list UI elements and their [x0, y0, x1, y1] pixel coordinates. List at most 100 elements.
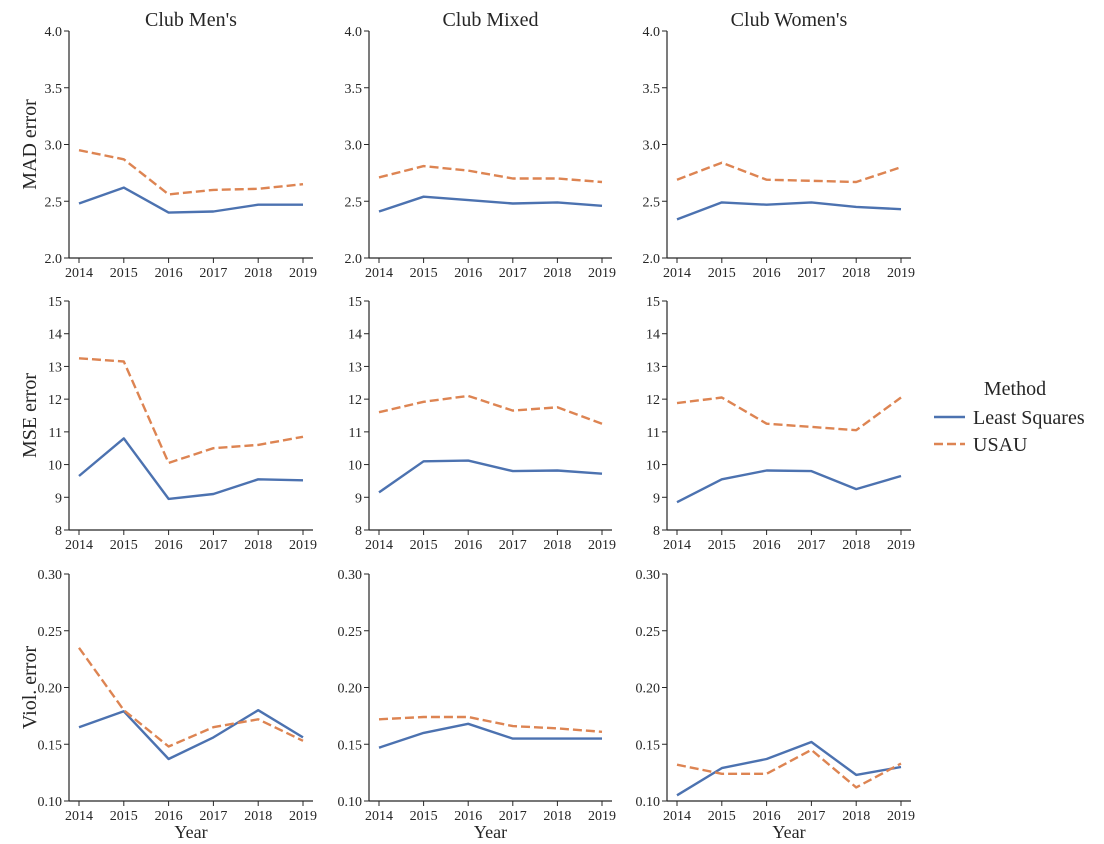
y-tick-label: 3.0	[643, 139, 661, 154]
x-tick-label: 2019	[887, 809, 915, 824]
y-tick-label: 0.10	[338, 795, 363, 810]
y-tick-label: 0.10	[636, 795, 661, 810]
x-tick-label: 2018	[244, 809, 272, 824]
y-axis-label: Viol. error	[19, 646, 41, 730]
y-tick-label: 14	[348, 328, 362, 343]
y-tick-label: 9	[653, 491, 660, 506]
y-tick-label: 9	[355, 491, 362, 506]
y-tick-label: 11	[49, 426, 62, 441]
x-tick-label: 2017	[199, 266, 227, 281]
x-tick-label: 2015	[410, 266, 438, 281]
y-tick-label: 15	[348, 295, 362, 310]
x-tick-label: 2014	[65, 809, 93, 824]
y-tick-label: 2.0	[643, 252, 661, 267]
series-line-usau	[378, 164, 603, 184]
x-tick-label: 2015	[110, 266, 138, 281]
series-line-least-squares	[676, 201, 902, 221]
y-tick-label: 3.0	[345, 139, 363, 154]
x-tick-label: 2017	[199, 538, 227, 553]
y-tick-label: 12	[348, 393, 362, 408]
y-tick-label: 12	[48, 393, 62, 408]
x-tick-label: 2014	[663, 538, 691, 553]
series-line-usau	[78, 647, 304, 748]
x-tick-label: 2017	[797, 266, 825, 281]
y-tick-label: 0.10	[38, 795, 63, 810]
series-line-least-squares	[378, 722, 602, 749]
y-tick-label: 13	[348, 360, 362, 375]
x-tick-label: 2016	[753, 809, 781, 824]
y-tick-label: 2.0	[45, 252, 63, 267]
series-line-usau	[78, 357, 304, 465]
x-tick-label: 2017	[499, 266, 527, 281]
y-tick-label: 0.20	[636, 682, 661, 697]
x-tick-label: 2015	[410, 538, 438, 553]
x-tick-label: 2019	[289, 538, 317, 553]
y-tick-label: 8	[355, 524, 362, 539]
x-tick-label: 2018	[842, 538, 870, 553]
y-tick-label: 0.25	[636, 625, 661, 640]
x-axis-label: Year	[772, 822, 805, 842]
y-tick-label: 15	[48, 295, 62, 310]
x-tick-label: 2016	[155, 538, 183, 553]
series-line-least-squares	[78, 709, 304, 761]
x-tick-label: 2014	[663, 809, 691, 824]
x-tick-label: 2017	[797, 809, 825, 824]
x-tick-label: 2019	[289, 809, 317, 824]
y-tick-label: 8	[653, 524, 660, 539]
y-tick-label: 0.20	[38, 682, 63, 697]
series-line-usau	[378, 394, 603, 425]
series-line-least-squares	[378, 195, 603, 213]
x-tick-label: 2014	[663, 266, 691, 281]
series-line-usau	[378, 715, 603, 733]
y-tick-label: 13	[48, 360, 62, 375]
y-tick-label: 4.0	[345, 25, 363, 40]
y-tick-label: 0.30	[636, 568, 661, 583]
y-axis-label: MSE error	[19, 373, 41, 458]
x-tick-label: 2014	[365, 809, 393, 824]
y-tick-label: 3.5	[345, 82, 363, 97]
x-axis-label: Year	[174, 822, 207, 842]
x-tick-label: 2015	[708, 809, 736, 824]
y-tick-label: 3.5	[643, 82, 661, 97]
y-tick-label: 14	[646, 328, 660, 343]
x-tick-label: 2019	[887, 266, 915, 281]
x-tick-label: 2017	[199, 809, 227, 824]
y-tick-label: 0.25	[338, 625, 363, 640]
column-title: Club Mixed	[442, 9, 538, 31]
legend-entry-label: Least Squares	[973, 407, 1085, 429]
series-line-usau	[676, 748, 902, 789]
x-tick-label: 2018	[842, 266, 870, 281]
y-tick-label: 9	[55, 491, 62, 506]
x-tick-label: 2014	[65, 538, 93, 553]
y-tick-label: 11	[647, 426, 660, 441]
x-tick-label: 2018	[543, 538, 571, 553]
y-tick-label: 10	[48, 459, 62, 474]
legend-title: Method	[984, 378, 1046, 400]
y-tick-label: 10	[646, 459, 660, 474]
y-tick-label: 0.30	[338, 568, 363, 583]
y-tick-label: 2.5	[45, 195, 63, 210]
x-tick-label: 2014	[65, 266, 93, 281]
x-tick-label: 2019	[588, 538, 616, 553]
y-tick-label: 0.30	[38, 568, 63, 583]
y-tick-label: 0.25	[38, 625, 63, 640]
x-tick-label: 2015	[410, 809, 438, 824]
x-tick-label: 2019	[289, 266, 317, 281]
x-tick-label: 2017	[797, 538, 825, 553]
x-tick-label: 2014	[365, 538, 393, 553]
y-tick-label: 3.5	[45, 82, 63, 97]
y-tick-label: 15	[646, 295, 660, 310]
x-tick-label: 2014	[365, 266, 393, 281]
x-tick-label: 2016	[753, 538, 781, 553]
y-tick-label: 10	[348, 459, 362, 474]
x-tick-label: 2016	[155, 809, 183, 824]
x-tick-label: 2018	[543, 809, 571, 824]
x-tick-label: 2019	[887, 538, 915, 553]
y-tick-label: 0.15	[38, 738, 63, 753]
y-tick-label: 3.0	[45, 139, 63, 154]
x-tick-label: 2017	[499, 809, 527, 824]
x-tick-label: 2018	[543, 266, 571, 281]
x-tick-label: 2016	[155, 266, 183, 281]
x-tick-label: 2016	[454, 266, 482, 281]
